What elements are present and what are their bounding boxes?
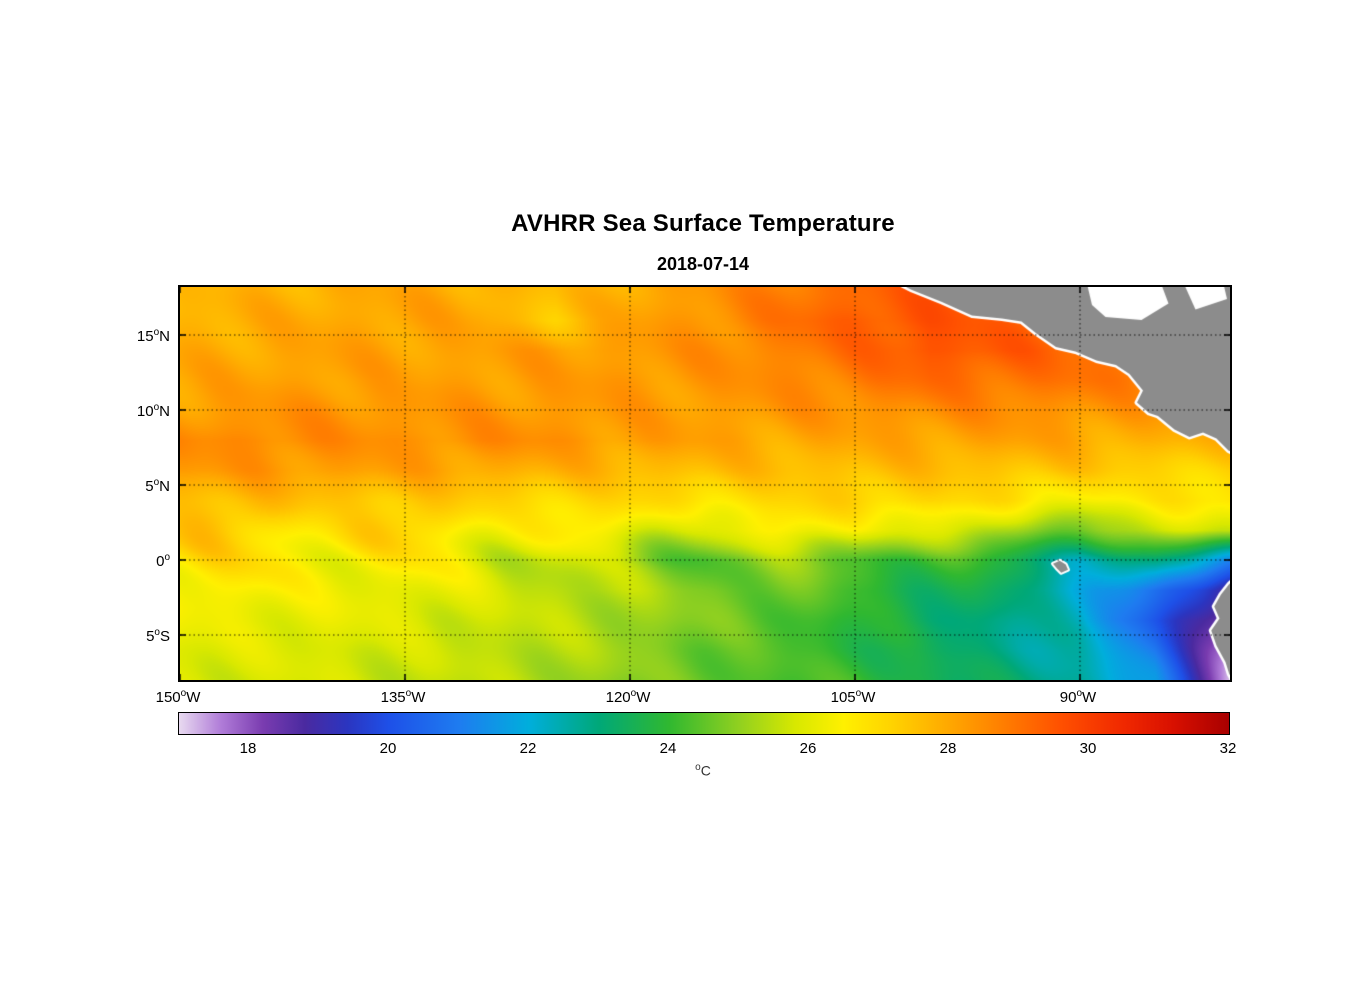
colorbar-tick-label: 26 [799, 740, 817, 757]
x-tick-label: 150oW [155, 688, 201, 706]
chart-subtitle: 2018-07-14 [656, 254, 750, 274]
y-tick-label: 15oN [136, 327, 170, 345]
colorbar-tick-label: 20 [379, 740, 397, 757]
colorbar-tick-label: 22 [519, 740, 537, 757]
x-tick-label: 90oW [1059, 688, 1097, 706]
map-plot-area [178, 285, 1232, 682]
colorbar-tick-label: 18 [239, 740, 257, 757]
colorbar-tick-label: 30 [1079, 740, 1097, 757]
y-tick-label: 5oN [145, 477, 170, 495]
colorbar-tick-label: 24 [659, 740, 677, 757]
colorbar-tick-label: 28 [939, 740, 957, 757]
y-tick-label: 0o [156, 552, 170, 570]
x-tick-label: 135oW [380, 688, 426, 706]
y-tick-label: 10oN [136, 402, 170, 420]
x-tick-label: 120oW [605, 688, 651, 706]
x-tick-label: 105oW [830, 688, 876, 706]
chart-title: AVHRR Sea Surface Temperature [511, 210, 895, 237]
colorbar-tick-label: 32 [1219, 740, 1237, 757]
y-tick-label: 5oS [146, 627, 170, 645]
colorbar-unit-label: oC [695, 762, 711, 779]
colorbar [178, 712, 1230, 735]
sst-heatmap-canvas [180, 287, 1230, 680]
